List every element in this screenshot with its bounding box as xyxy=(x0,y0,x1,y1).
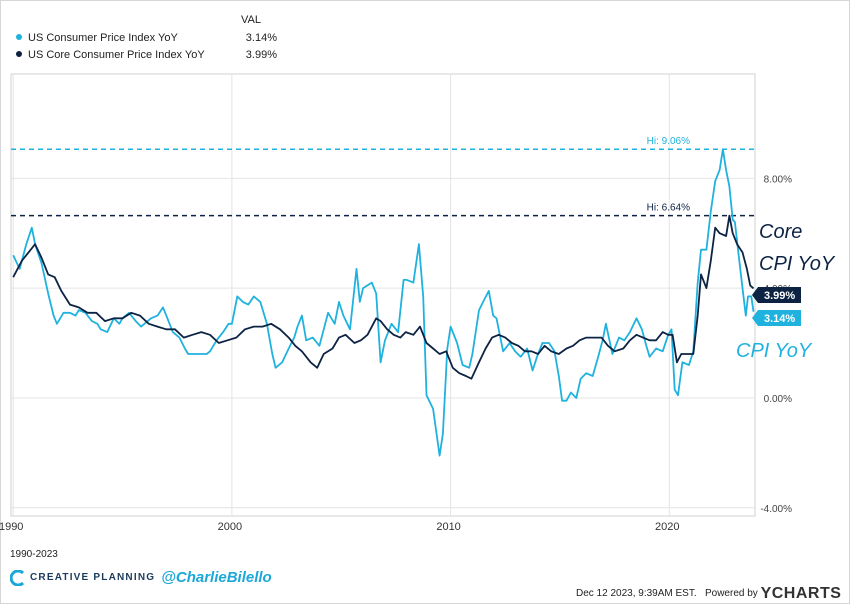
core-end-value: 3.99% xyxy=(764,290,795,302)
y-tick-label: -4.00% xyxy=(760,504,792,515)
x-tick-label: 1990 xyxy=(0,521,23,533)
legend-value-header: VAL xyxy=(241,14,261,26)
cpi-yoy-line xyxy=(12,148,755,457)
date-range: 1990-2023 xyxy=(10,549,58,560)
legend-value-cpi: 3.14% xyxy=(245,32,277,44)
high-reference-label: Hi: 6.64% xyxy=(647,203,690,214)
ycharts-logo[interactable]: YCHARTS xyxy=(760,585,842,602)
brand-block: CREATIVE PLANNING @CharlieBilello xyxy=(10,569,272,586)
y-tick-label: 0.00% xyxy=(764,394,792,405)
legend-value-core-cpi: 3.99% xyxy=(245,49,277,61)
annotation-cpi-yoy: CPI YoY xyxy=(736,340,813,362)
series-lines xyxy=(12,148,755,457)
y-tick-label: 8.00% xyxy=(764,174,792,185)
handwritten-annotations: Core CPI YoY CPI YoY xyxy=(736,221,836,362)
legend-label-core-cpi: US Core Consumer Price Index YoY xyxy=(28,49,205,61)
powered-by: Powered by xyxy=(704,588,758,599)
cpi-end-badge xyxy=(752,310,801,326)
legend-item-core-cpi[interactable]: US Core Consumer Price Index YoY 3.99% xyxy=(16,49,277,61)
plot-area xyxy=(10,73,756,517)
x-tick-label: 2000 xyxy=(218,521,242,533)
reference-lines: Hi: 9.06% Hi: 6.64% xyxy=(11,136,755,217)
series-dot-icon xyxy=(16,51,22,57)
gridlines xyxy=(11,74,755,516)
creative-planning-logo-icon xyxy=(10,569,25,586)
legend-label-cpi: US Consumer Price Index YoY xyxy=(28,32,178,44)
x-tick-label: 2020 xyxy=(655,521,679,533)
series-dot-icon xyxy=(16,34,22,40)
x-tick-label: 2010 xyxy=(436,521,460,533)
annotation-core: Core xyxy=(759,221,802,243)
twitter-handle: @CharlieBilello xyxy=(161,569,272,586)
source-stamp: Dec 12 2023, 9:39AM EST. Powered by YCHA… xyxy=(576,585,841,603)
end-value-labels: 3.99% 3.14% xyxy=(752,287,801,326)
timestamp: Dec 12 2023, 9:39AM EST. xyxy=(576,588,697,599)
cpi-end-value: 3.14% xyxy=(764,313,795,325)
core-cpi-yoy-line xyxy=(12,214,755,380)
legend-item-cpi[interactable]: US Consumer Price Index YoY 3.14% xyxy=(16,32,277,44)
high-reference-label: Hi: 9.06% xyxy=(647,136,690,147)
brand-name: CREATIVE PLANNING xyxy=(30,572,156,583)
core-end-badge xyxy=(752,287,801,303)
annotation-core-cpi-yoy: CPI YoY xyxy=(759,253,836,275)
